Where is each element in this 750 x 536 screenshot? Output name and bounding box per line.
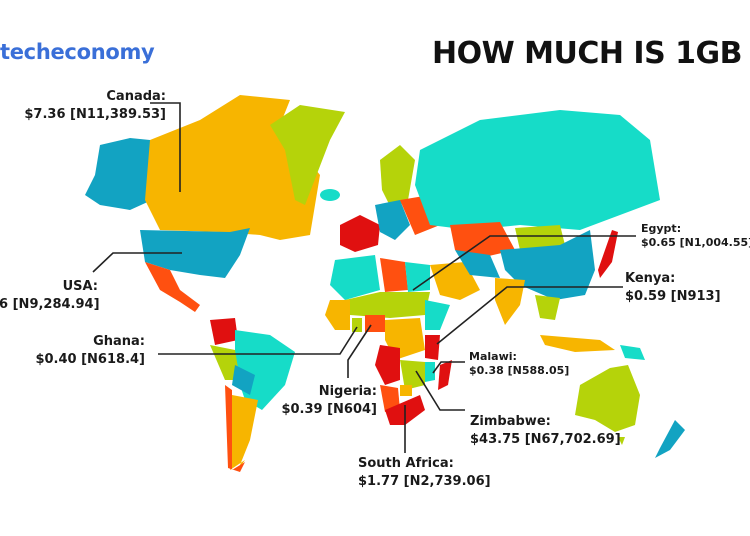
label-malawi: Malawi: $0.38 [N588.05] [469, 350, 569, 378]
label-nigeria: Nigeria: $0.39 [N604] [281, 383, 377, 419]
price-value: $0.40 [N618.4] [35, 352, 145, 367]
page-title: HOW MUCH IS 1GB [432, 36, 743, 71]
label-usa-price: $6 [N9,284.94] [0, 296, 100, 314]
label-canada: Canada: $7.36 [N11,389.53] [24, 88, 166, 124]
region-india [495, 278, 525, 325]
region-colombia [210, 318, 238, 345]
region-australia [575, 365, 640, 432]
brand-logo: techeconomy [0, 40, 155, 64]
label-zimbabwe: Zimbabwe: $43.75 [N67,702.69] [470, 413, 621, 449]
region-se-asia [535, 295, 560, 320]
region-scandinavia [380, 145, 415, 210]
price-value: $43.75 [N67,702.69] [470, 432, 621, 447]
country-name: Ghana: [93, 334, 145, 349]
country-name: Malawi: [469, 350, 517, 363]
region-zimbabwe [400, 385, 412, 396]
region-russia [415, 110, 660, 230]
leader-malawi [432, 361, 465, 374]
region-tasmania [618, 437, 625, 445]
region-argentina [230, 395, 258, 470]
region-west-europe [340, 215, 380, 252]
region-chile [225, 385, 245, 472]
region-ghana [352, 318, 362, 332]
region-iceland [320, 189, 340, 201]
price-value: $1.77 [N2,739.06] [358, 474, 491, 489]
country-name: USA: [62, 279, 98, 294]
region-north-africa-west [330, 255, 380, 300]
region-greenland [270, 105, 345, 205]
label-egypt: Egypt: $0.65 [N1,004.55] [641, 222, 750, 250]
region-sahel [345, 292, 430, 318]
region-alaska [85, 138, 152, 210]
label-ghana: Ghana: $0.40 [N618.4] [35, 333, 145, 369]
price-value: $0.38 [N588.05] [469, 364, 570, 377]
region-horn [425, 300, 450, 330]
price-value: $0.39 [N604] [281, 402, 377, 417]
region-new-zealand [655, 420, 685, 458]
country-name: Canada: [106, 89, 166, 104]
region-mexico [145, 262, 200, 312]
region-kenya [425, 335, 440, 360]
country-name: Egypt: [641, 222, 682, 235]
label-usa: USA: [63, 278, 98, 296]
price-value: $0.59 [N913] [625, 289, 721, 304]
price-value: $6 [N9,284.94] [0, 297, 100, 312]
region-iran [455, 250, 500, 278]
leader-usa [92, 252, 182, 273]
leader-ghana [158, 326, 358, 355]
label-kenya: Kenya: $0.59 [N913] [625, 270, 721, 306]
price-value: $7.36 [N11,389.53] [24, 107, 166, 122]
region-png [620, 345, 645, 360]
country-name: Nigeria: [318, 384, 377, 399]
region-madagascar [438, 360, 452, 390]
region-congo [375, 345, 400, 385]
region-middle-east [430, 262, 480, 300]
region-egypt [405, 262, 430, 292]
region-southern-africa [400, 360, 425, 390]
country-name: South Africa: [358, 456, 454, 471]
leader-egypt [412, 235, 636, 291]
region-west-africa [325, 300, 350, 330]
region-indonesia [540, 335, 615, 352]
region-malawi [425, 362, 435, 382]
region-bolivia [232, 365, 255, 395]
region-central-europe [375, 200, 410, 240]
country-name: Kenya: [625, 271, 676, 286]
region-libya [380, 258, 408, 292]
leader-canada [150, 102, 181, 192]
region-kazakhstan [450, 222, 515, 258]
region-mongolia [515, 225, 565, 250]
region-usa [140, 228, 250, 278]
leader-zimbabwe [415, 370, 465, 411]
price-value: $0.65 [N1,004.55] [641, 236, 750, 249]
leader-kenya [436, 286, 623, 345]
region-namibia [380, 385, 400, 412]
leader-nigeria [347, 324, 372, 378]
country-name: Zimbabwe: [470, 414, 551, 429]
region-japan [598, 230, 618, 278]
label-south-africa: South Africa: $1.77 [N2,739.06] [358, 455, 491, 491]
